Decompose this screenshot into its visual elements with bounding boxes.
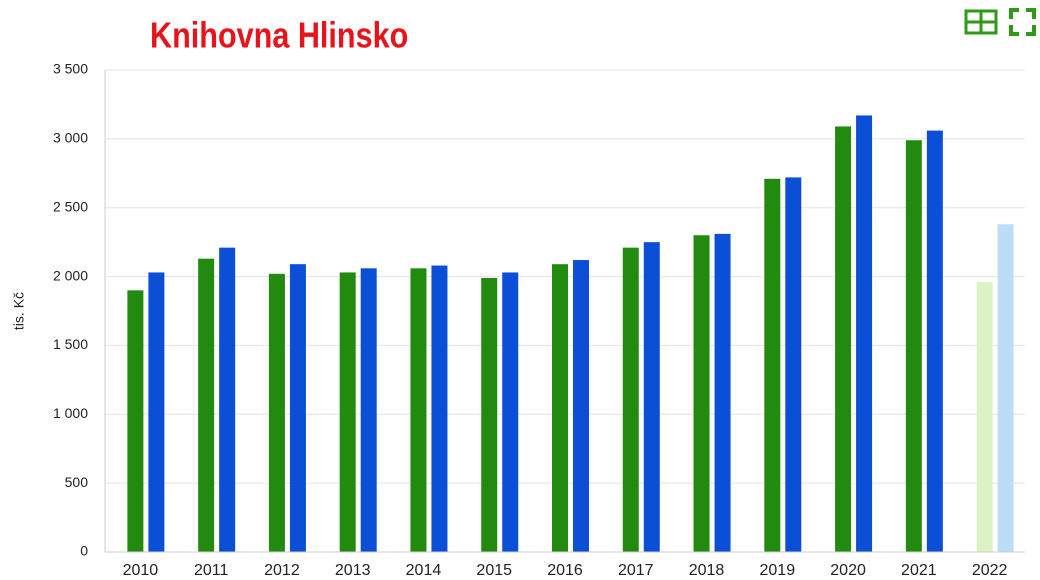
y-tick-label: 0	[80, 543, 88, 559]
y-tick-label: 1 500	[53, 336, 88, 352]
chart-title: Knihovna Hlinsko	[150, 16, 408, 56]
x-tick-label: 2022	[972, 562, 1008, 579]
bar	[481, 277, 498, 552]
y-axis-label: tis. Kč	[11, 292, 27, 330]
bar	[410, 268, 427, 552]
x-tick-label: 2010	[123, 562, 159, 579]
y-tick-label: 500	[65, 474, 89, 490]
x-tick-label: 2021	[901, 562, 937, 579]
x-tick-label: 2012	[264, 562, 300, 579]
bar	[360, 268, 377, 552]
bar	[693, 235, 710, 552]
x-tick-label: 2014	[406, 562, 442, 579]
bar	[573, 260, 589, 552]
bar	[219, 247, 236, 552]
x-tick-label: 2011	[194, 562, 229, 579]
y-tick-label: 3 500	[53, 61, 88, 77]
bar	[622, 247, 639, 552]
y-tick-label: 2 000	[53, 267, 88, 283]
x-tick-label: 2019	[760, 562, 796, 579]
x-tick-label: 2016	[547, 562, 583, 579]
bar	[714, 233, 731, 552]
bar	[431, 265, 448, 552]
x-tick-label: 2020	[830, 562, 866, 579]
bar	[289, 264, 306, 552]
bar	[905, 140, 922, 552]
bar	[268, 273, 285, 552]
y-tick-label: 1 000	[53, 405, 88, 421]
y-tick-label: 3 000	[53, 130, 88, 146]
x-tick-label: 2013	[335, 562, 371, 579]
bar	[198, 258, 215, 552]
bar	[997, 224, 1014, 553]
x-tick-label: 2018	[689, 562, 725, 579]
x-tick-label: 2015	[476, 562, 512, 579]
bar	[976, 282, 993, 552]
x-tick-label: 2017	[618, 562, 654, 579]
bar	[339, 272, 356, 552]
bar	[785, 177, 802, 552]
bar	[643, 242, 660, 552]
bar	[502, 272, 519, 552]
bar	[856, 115, 873, 553]
table-icon[interactable]	[964, 9, 998, 35]
bar	[148, 272, 165, 552]
bar	[127, 290, 144, 552]
fullscreen-icon[interactable]	[1009, 8, 1036, 36]
bar	[926, 130, 943, 552]
y-tick-label: 2 500	[53, 198, 88, 214]
bar	[835, 126, 852, 552]
bar	[552, 264, 568, 552]
bar	[764, 178, 781, 552]
